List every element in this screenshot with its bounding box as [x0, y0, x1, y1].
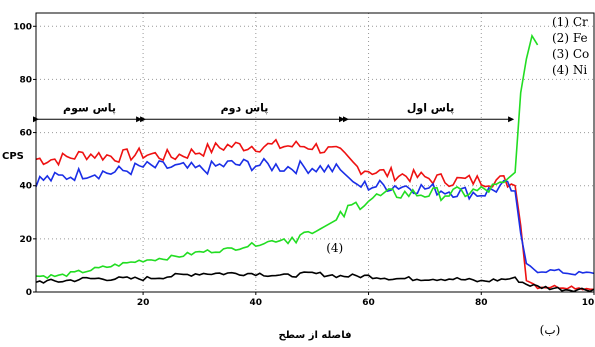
series-line-co [35, 157, 595, 276]
x-tick-label: 40 [250, 298, 263, 308]
series-line-cr [35, 138, 594, 291]
region-label: پاس اول [407, 101, 454, 114]
legend-item-co: (3) Co [552, 47, 589, 61]
panel-label: (ب) [540, 323, 561, 337]
curve-label-group: (1)(3)(2)(4) [326, 241, 343, 255]
y-tick-label: 40 [19, 182, 32, 192]
x-tick-label: 60 [362, 298, 375, 308]
x-tick-label: 10 [582, 298, 595, 308]
x-tick-label: 80 [475, 298, 488, 308]
region-group: پاس سوم پاس دوم پاس اول [33, 101, 515, 123]
series-line-fe [35, 271, 595, 293]
x-tick-label: 20 [137, 298, 150, 308]
legend-item-fe: (2) Fe [552, 31, 588, 45]
y-tick-label: 80 [19, 75, 32, 85]
region-label: پاس سوم [63, 101, 116, 114]
y-tick-label: 0 [26, 288, 32, 298]
curve-label: (4) [326, 241, 343, 255]
y-tick-label: 100 [13, 22, 32, 32]
legend: (1) Cr (2) Fe (3) Co (4) Ni [552, 15, 589, 77]
y-tick-label: 20 [19, 235, 32, 245]
plot-frame [35, 12, 595, 293]
region-label: پاس دوم [221, 101, 269, 114]
series-group [35, 33, 595, 293]
series-line-ni [35, 33, 539, 280]
legend-item-cr: (1) Cr [552, 15, 588, 29]
grid [36, 13, 594, 292]
x-axis-label: فاصله از سطح [278, 330, 351, 341]
tick-group: 0 20 40 60 80 100 20 40 60 80 10 [13, 22, 595, 308]
legend-item-ni: (4) Ni [552, 63, 587, 77]
y-axis-label: CPS [2, 151, 24, 162]
y-tick-label: 60 [19, 129, 32, 139]
